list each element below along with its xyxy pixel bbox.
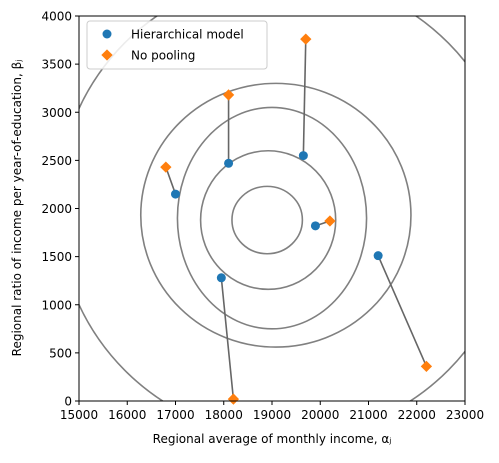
legend-marker-no-pooling (101, 49, 113, 61)
x-tick-label: 20000 (301, 408, 339, 422)
legend: Hierarchical model No pooling (86, 20, 268, 70)
x-axis-label: Regional average of monthly income, αⱼ (153, 432, 392, 446)
hierarchical-point-1 (171, 189, 180, 199)
x-tick-label: 19000 (253, 408, 291, 422)
legend-marker-hierarchical (102, 29, 112, 39)
no-pooling-point-5 (227, 393, 240, 405)
shrinkage-line-6 (377, 255, 428, 367)
x-tick-label: 15000 (60, 408, 98, 422)
no-pooling-point-1 (160, 161, 172, 173)
x-tick-label: 17000 (156, 408, 194, 422)
contour-ellipse-4 (139, 82, 412, 348)
y-tick-label: 3000 (41, 106, 72, 120)
hierarchical-point-2 (224, 158, 234, 168)
x-tick-label: 18000 (205, 408, 243, 422)
hierarchical-point-3 (298, 151, 308, 161)
legend-label-hierarchical: Hierarchical model (131, 28, 244, 42)
x-tick-label: 16000 (108, 408, 146, 422)
shrinkage-line-1 (165, 166, 177, 195)
y-tick-label: 500 (49, 346, 72, 360)
y-tick-label: 1000 (41, 298, 72, 312)
y-axis-label: Regional ratio of income per year-of-edu… (10, 60, 24, 357)
no-pooling-point-6 (420, 360, 433, 373)
shrinkage-line-3 (302, 39, 307, 156)
contour-ellipse-1 (231, 185, 304, 255)
contour-ellipse-2 (199, 149, 337, 291)
shrinkage-line-5 (220, 277, 235, 400)
hierarchical-point-5 (216, 273, 226, 283)
legend-label-no-pooling: No pooling (131, 49, 195, 63)
no-pooling-point-3 (300, 33, 312, 45)
contour-ellipse-3 (176, 106, 368, 330)
data-points (160, 33, 433, 405)
y-axis-ticks: 0 500 1000 1500 2000 2500 3000 3500 4000 (41, 10, 79, 409)
x-tick-label: 21000 (349, 408, 387, 422)
y-tick-label: 1500 (41, 250, 72, 264)
y-tick-label: 0 (64, 395, 72, 409)
legend-box (86, 20, 268, 70)
hierarchical-point-4 (310, 221, 320, 231)
x-axis-ticks: 15000 16000 17000 18000 19000 20000 21000 22000… (60, 401, 484, 422)
hierarchical-point-6 (373, 251, 383, 261)
y-tick-label: 4000 (41, 10, 72, 24)
y-tick-label: 3500 (41, 58, 72, 72)
no-pooling-point-4 (324, 215, 336, 227)
density-contours (79, 16, 465, 401)
x-tick-label: 23000 (446, 408, 484, 422)
x-tick-label: 22000 (398, 408, 436, 422)
y-tick-label: 2000 (41, 202, 72, 216)
shrinkage-links (165, 39, 428, 400)
y-tick-label: 2500 (41, 154, 72, 168)
